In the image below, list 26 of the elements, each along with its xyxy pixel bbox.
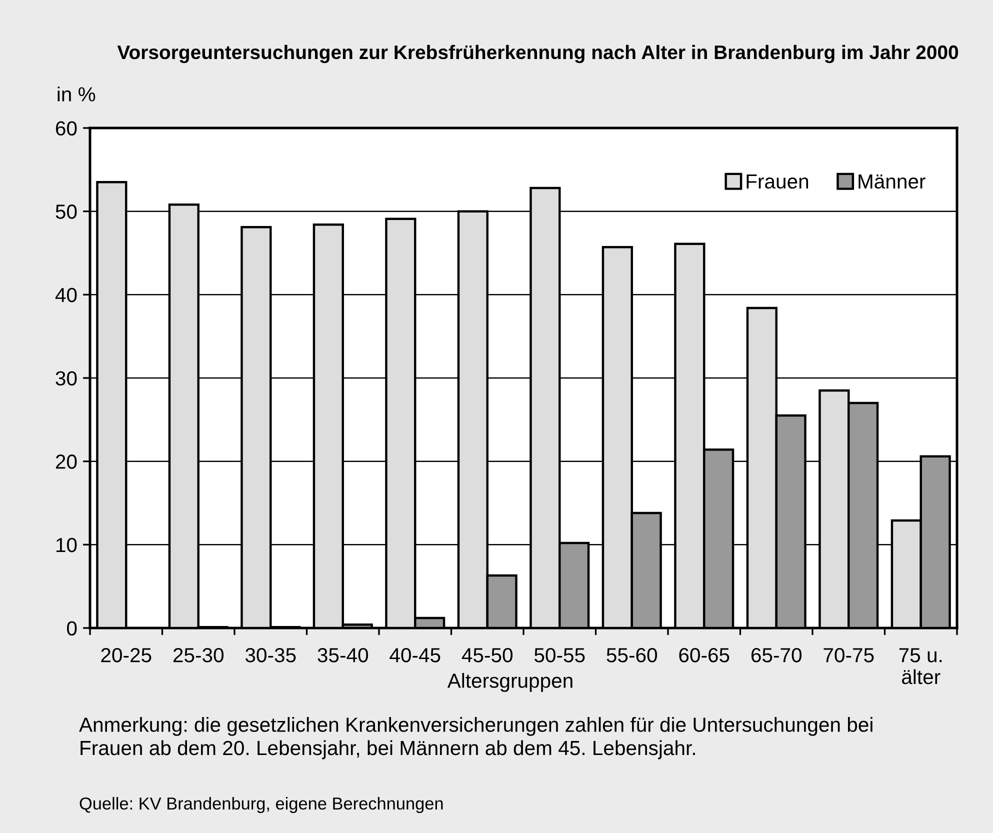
x-tick-label: 50-55 (534, 648, 585, 662)
x-tick-label: 65-70 (751, 648, 802, 662)
y-axis-title: in % (58, 86, 96, 102)
x-tick-label: 55-60 (606, 648, 658, 662)
x-tick-label: 75 u. älter (899, 648, 942, 684)
text: Anmerkung: die gesetzlichen Krankenversicherungen zahlen für die Untersuchungen bei Frauen ab dem 20. Lebensjahr, bei Männern ab dem 45. Lebensjahr. (79, 717, 872, 760)
source-note: Quelle: KV Brandenburg, eigene Berechnungen (80, 797, 443, 814)
y-tick-label: 30 (56, 371, 77, 386)
y-tick-label: 0 (67, 621, 77, 636)
y-tick-label: 50 (56, 204, 77, 219)
x-axis-title: Altersgruppen (447, 673, 572, 692)
chart-title: Vorsorgeuntersuchungen zur Krebsfrüherkennung nach Alter in Brandenburg im Jahr 2000 (117, 44, 958, 64)
y-tick-label: 20 (56, 454, 77, 469)
y-tick-label: 10 (56, 538, 77, 552)
x-tick-label: 35-40 (318, 648, 368, 662)
legend-label: Frauen (746, 174, 808, 189)
x-tick-label: 70-75 (824, 648, 874, 662)
y-tick-label: 40 (55, 288, 77, 302)
legend-label: Männer (858, 174, 926, 189)
x-tick-label: 25-30 (173, 648, 224, 662)
x-tick-label: 40-45 (390, 648, 440, 662)
x-tick-label: 45-50 (462, 648, 513, 662)
x-tick-label: 30-35 (245, 648, 296, 662)
y-tick-label: 60 (56, 121, 77, 136)
x-tick-label: 20-25 (101, 648, 152, 662)
x-tick-label: 60-65 (679, 648, 730, 662)
